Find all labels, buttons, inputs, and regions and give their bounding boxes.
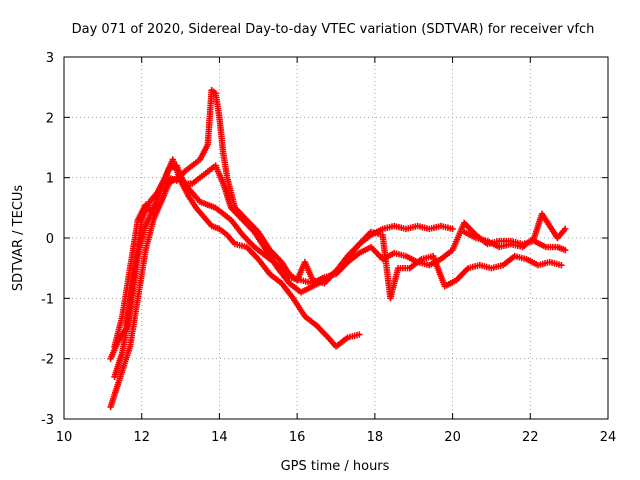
data-points — [107, 86, 569, 411]
y-tick-label: -2 — [41, 353, 54, 368]
series-track-3 — [107, 156, 363, 362]
series-track-2 — [111, 162, 569, 380]
x-tick-label: 22 — [522, 430, 539, 445]
x-tick-label: 14 — [211, 430, 228, 445]
y-axis-label: SDTVAR / TECUs — [11, 185, 26, 292]
x-tick-label: 12 — [133, 430, 150, 445]
chart-title: Day 071 of 2020, Sidereal Day-to-day VTE… — [72, 22, 595, 37]
x-tick-label: 16 — [289, 430, 306, 445]
grid-lines — [64, 57, 608, 419]
y-tick-label: -1 — [41, 292, 54, 307]
data-point — [356, 331, 363, 338]
x-axis-label: GPS time / hours — [281, 459, 390, 474]
y-tick-label: -3 — [41, 413, 54, 428]
x-tick-label: 18 — [367, 430, 384, 445]
series-track-5 — [461, 210, 569, 251]
x-tick-label: 20 — [444, 430, 461, 445]
series-track-4 — [111, 86, 565, 350]
y-tick-label: 3 — [46, 51, 54, 66]
data-point — [562, 246, 569, 254]
y-tick-label: 2 — [46, 111, 54, 126]
x-tick-labels: 10 12 14 16 18 20 22 24 — [56, 430, 617, 445]
data-point — [562, 225, 569, 233]
x-tick-label: 24 — [600, 430, 617, 445]
x-tick-label: 10 — [56, 430, 73, 445]
y-tick-labels: -3 -2 -1 0 1 2 3 — [41, 51, 54, 428]
data-point — [558, 261, 565, 269]
data-point — [449, 225, 456, 233]
y-tick-label: 0 — [46, 232, 54, 247]
y-tick-label: 1 — [46, 172, 54, 187]
plot-frame — [63, 56, 609, 420]
